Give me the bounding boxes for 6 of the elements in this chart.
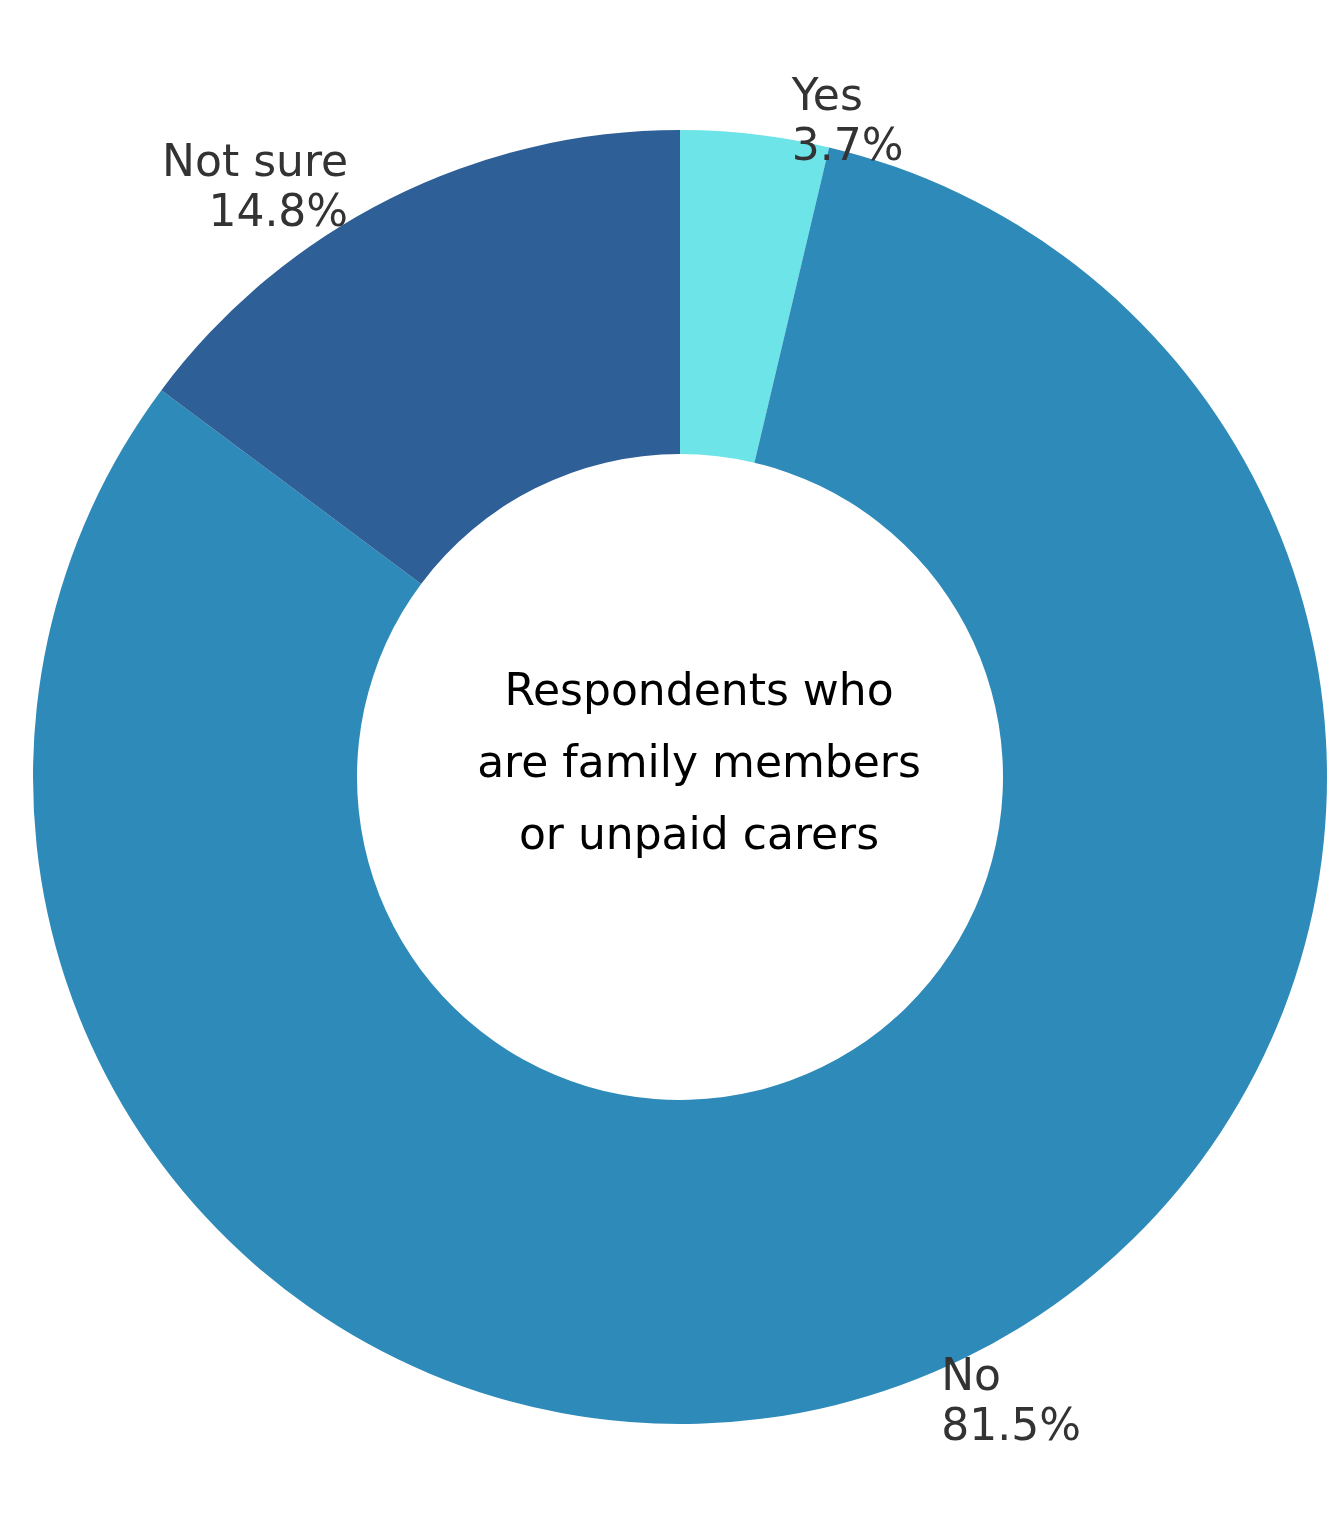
data-label: 14.8%	[208, 184, 349, 236]
text: Respondents who are family members or unpaid carers	[477, 663, 921, 859]
slice-label: No	[941, 1348, 1002, 1400]
data-label: 81.5%	[941, 1398, 1081, 1450]
slice-label: Yes	[790, 68, 863, 120]
slice-label: Not sure	[162, 134, 349, 186]
